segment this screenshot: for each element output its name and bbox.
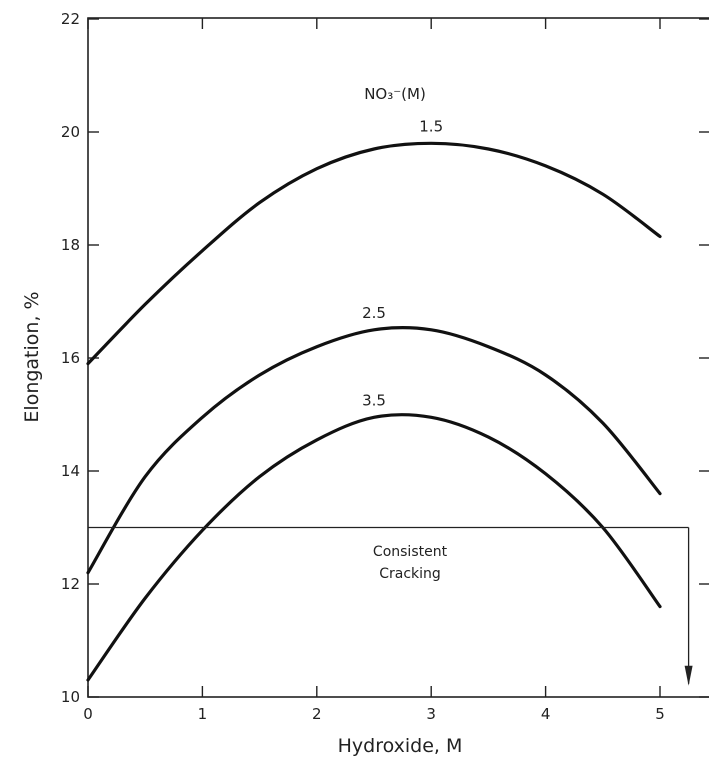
down-arrow-icon bbox=[684, 665, 693, 686]
y-tick-label: 16 bbox=[61, 349, 80, 367]
x-tick-label: 4 bbox=[541, 705, 551, 723]
threshold-layer: Consistent Cracking bbox=[88, 526, 693, 686]
x-tick-label: 2 bbox=[312, 705, 322, 723]
axis-ticks bbox=[87, 18, 709, 698]
threshold-label-line2: Cracking bbox=[379, 566, 441, 582]
series-line-1-5 bbox=[86, 141, 662, 366]
series-label-2-5: 2.5 bbox=[362, 304, 386, 322]
series-label-1-5: 1.5 bbox=[419, 117, 443, 135]
threshold-label-line1: Consistent bbox=[373, 544, 448, 560]
y-tick-label: 10 bbox=[61, 688, 80, 706]
x-tick-label: 1 bbox=[198, 705, 208, 723]
x-tick-label: 3 bbox=[426, 705, 436, 723]
y-tick-label: 22 bbox=[61, 10, 80, 28]
y-tick-label: 18 bbox=[61, 236, 80, 254]
x-axis-title: Hydroxide, M bbox=[338, 735, 463, 757]
series-label-3-5: 3.5 bbox=[362, 391, 386, 409]
series-line-2-5 bbox=[86, 326, 662, 575]
legend-title: NO₃⁻(M) bbox=[364, 85, 426, 103]
y-tick-label: 14 bbox=[61, 462, 80, 480]
x-tick-label: 0 bbox=[83, 705, 93, 723]
plot-frame bbox=[87, 17, 709, 698]
y-tick-label: 12 bbox=[61, 575, 80, 593]
x-tick-label: 5 bbox=[655, 705, 665, 723]
y-tick-label: 20 bbox=[61, 123, 80, 141]
series-line-3-5 bbox=[86, 413, 662, 682]
series-layer: 1.5 2.5 3.5 bbox=[86, 117, 662, 682]
y-axis-title: Elongation, % bbox=[21, 291, 43, 422]
